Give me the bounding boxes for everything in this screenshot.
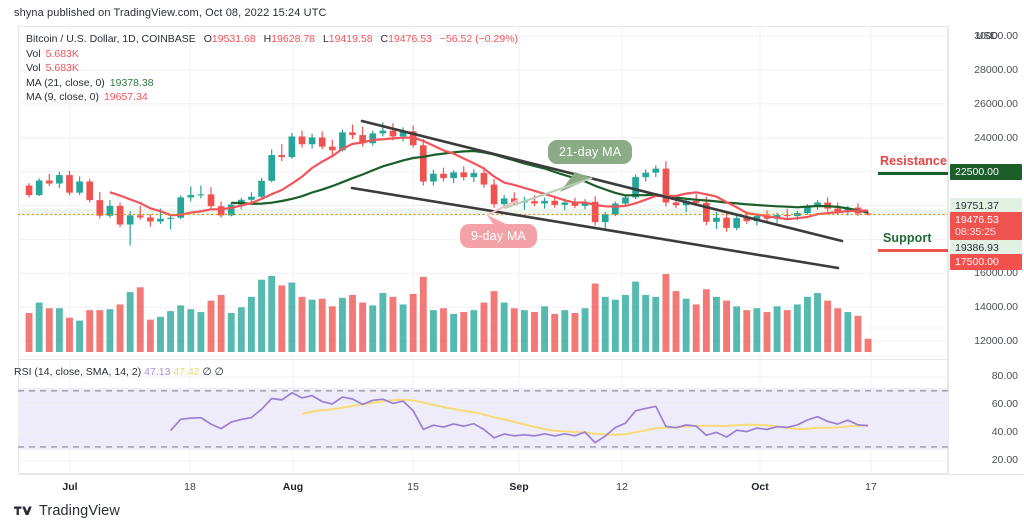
price-tag-value: 19386.93 (955, 242, 999, 254)
rsi-legend-value: 47.13 (144, 366, 171, 378)
legend-vol-value-1: 5.683K (45, 47, 79, 60)
price-axis-unit: USD (975, 30, 998, 42)
legend-c-value: 19476.53 (388, 33, 432, 45)
price-tag-value: 17500.00 (955, 256, 999, 268)
price-tag[interactable]: 22500.00 (950, 164, 1022, 180)
legend-ma21-label: MA (21, close, 0) (26, 76, 105, 89)
legend-ma21-value: 19378.38 (109, 76, 154, 89)
legend-vol-label-1: Vol (26, 47, 41, 60)
chart-legend: Bitcoin / U.S. Dollar, 1D, COINBASE O195… (26, 32, 518, 105)
legend-ohlc-row: Bitcoin / U.S. Dollar, 1D, COINBASE O195… (26, 32, 518, 47)
legend-symbol: Bitcoin / U.S. Dollar, 1D, COINBASE (26, 33, 196, 45)
price-axis-tick: 16000.00 (974, 267, 1018, 280)
rsi-legend-na-1: ∅ (202, 366, 212, 378)
price-tag-value: 22500.00 (955, 166, 999, 178)
legend-vol-label-2: Vol (26, 62, 41, 75)
price-axis-tick: 24000.00 (974, 131, 1018, 144)
time-axis-tick: 12 (616, 481, 628, 493)
price-tag-value: 19476.53 (955, 214, 999, 226)
legend-h-value: 19628.78 (271, 33, 316, 45)
price-plot (18, 26, 948, 358)
price-axis-tick: 26000.00 (974, 97, 1018, 110)
legend-l-label: L (322, 33, 329, 45)
rsi-legend-title: RSI (14, close, SMA, 14, 2) (14, 366, 142, 378)
legend-vol-value-2: 5.683K (45, 62, 79, 75)
price-tag[interactable]: 19751.37 (950, 198, 1022, 214)
tradingview-logo-icon (14, 506, 32, 515)
legend-change: −56.52 (−0.29%) (439, 33, 519, 45)
resistance-label: Resistance (880, 154, 948, 168)
legend-c-label: C (380, 33, 389, 45)
time-axis-tick: Sep (509, 481, 529, 493)
rsi-pane[interactable] (18, 359, 948, 475)
legend-o-label: O (203, 33, 212, 45)
rsi-axis-tick: 60.00 (991, 397, 1018, 410)
support-line (878, 249, 948, 252)
price-axis-tick: 30000.00 (974, 30, 1018, 43)
legend-ma21-row: MA (21, close, 0) 19378.38 (26, 76, 518, 91)
rsi-legend: RSI (14, close, SMA, 14, 2) 47.13 47.42 … (14, 366, 224, 378)
legend-o-value: 19531.68 (211, 33, 256, 45)
price-axis-tick: 12000.00 (974, 335, 1018, 348)
legend-ma9-value: 19657.34 (103, 91, 148, 104)
publication-credit: shyna published on TradingView.com, Oct … (14, 7, 327, 19)
time-axis-tick: 17 (865, 481, 877, 493)
tradingview-wordmark: TradingView (39, 503, 120, 519)
rsi-plot (18, 360, 948, 475)
price-axis-tick: 14000.00 (974, 301, 1018, 314)
price-tag[interactable]: 19386.93 (950, 240, 1022, 256)
time-axis-tick: Jul (62, 481, 78, 493)
time-axis-tick: 18 (184, 481, 196, 493)
rsi-axis-tick: 40.00 (991, 425, 1018, 438)
callout-9-day-ma[interactable]: 9-day MA (460, 224, 538, 248)
tradingview-branding: TradingView (14, 503, 120, 519)
rsi-legend-na-2: ∅ (214, 366, 224, 378)
legend-volume-row-1: Vol 5.683K (26, 47, 518, 62)
price-tag-value: 19751.37 (955, 200, 999, 212)
price-pane[interactable] (18, 26, 948, 358)
time-axis-tick: Aug (282, 481, 304, 493)
legend-ma9-row: MA (9, close, 0) 19657.34 (26, 90, 518, 105)
rsi-axis-tick: 20.00 (991, 453, 1018, 466)
price-tag-countdown: 08:35:25 (955, 226, 996, 238)
price-tag[interactable]: 17500.00 (950, 254, 1022, 270)
resistance-line (878, 172, 948, 175)
price-tag[interactable]: 19476.53 08:35:25 (950, 212, 1022, 240)
time-axis-tick: Oct (751, 481, 769, 493)
time-axis[interactable] (18, 474, 1024, 500)
price-axis-tick: 28000.00 (974, 64, 1018, 77)
callout-21-day-ma[interactable]: 21-day MA (548, 140, 633, 164)
legend-ma9-label: MA (9, close, 0) (26, 91, 99, 104)
rsi-legend-sma-value: 47.42 (173, 366, 200, 378)
support-label: Support (883, 231, 932, 245)
legend-volume-row-2: Vol 5.683K (26, 61, 518, 76)
price-axis[interactable] (948, 26, 1024, 474)
legend-h-label: H (263, 33, 272, 45)
legend-l-value: 19419.58 (328, 33, 373, 45)
time-axis-tick: 15 (407, 481, 419, 493)
rsi-axis-tick: 80.00 (991, 369, 1018, 382)
